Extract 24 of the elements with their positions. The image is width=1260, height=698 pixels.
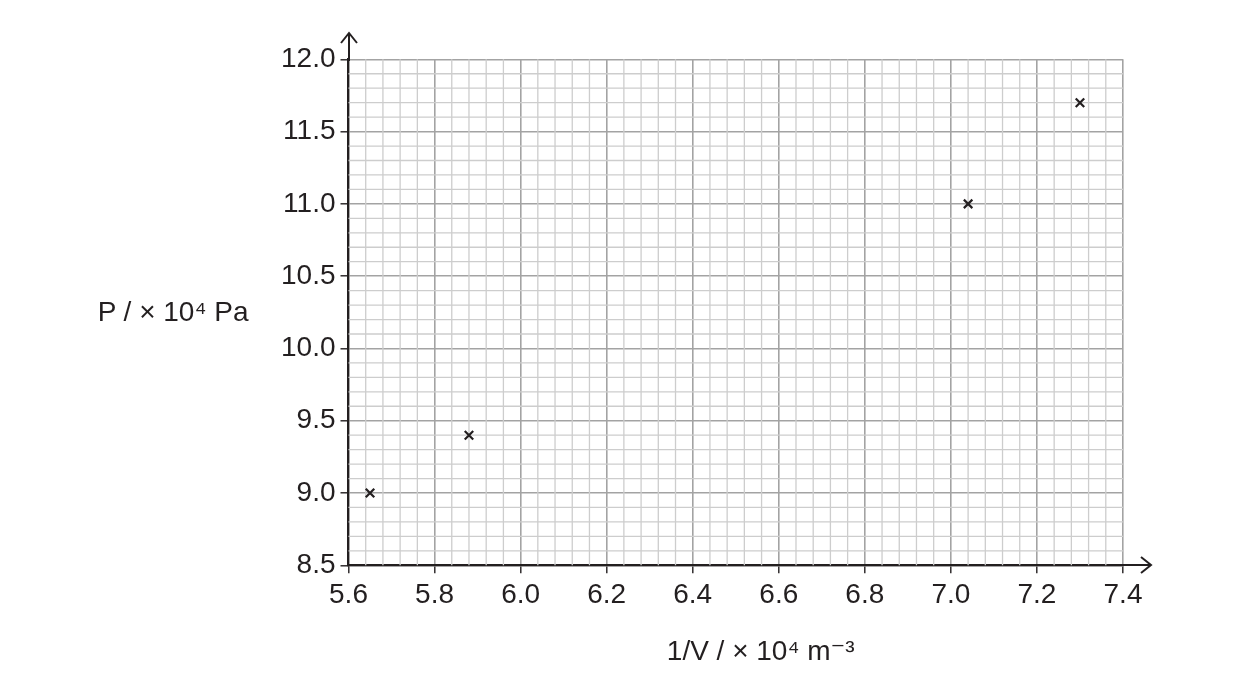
x-tick-label: 7.0 <box>931 577 971 609</box>
y-tick-label: 9.5 <box>296 403 336 435</box>
point <box>364 487 376 499</box>
x-tick-label: 5.8 <box>415 577 455 609</box>
x-axis-title: 1/V / × 10⁴ m⁻³ <box>666 635 855 667</box>
x-tick-label: 6.8 <box>845 577 885 609</box>
y-axis-title: P / × 10⁴ Pa <box>97 296 249 328</box>
y-tick-label: 11.0 <box>283 186 336 218</box>
x-tick-label: 6.6 <box>759 577 799 609</box>
y-tick-label: 12.0 <box>281 42 336 74</box>
x-tick-label: 7.4 <box>1103 577 1143 609</box>
point <box>463 429 475 441</box>
y-tick-label: 8.5 <box>296 548 336 580</box>
y-tick-label: 9.0 <box>296 475 336 507</box>
x-tick-label: 5.6 <box>329 577 368 609</box>
point <box>1074 97 1086 109</box>
y-tick-label: 10.0 <box>281 331 336 363</box>
y-tick-label: 10.5 <box>281 258 336 290</box>
x-tick-label: 6.0 <box>501 577 541 609</box>
x-tick-label: 7.2 <box>1017 577 1057 609</box>
x-tick-label: 6.4 <box>673 577 713 609</box>
point <box>962 198 974 210</box>
y-tick-label: 11.5 <box>283 114 336 146</box>
x-tick-label: 6.2 <box>587 577 627 609</box>
